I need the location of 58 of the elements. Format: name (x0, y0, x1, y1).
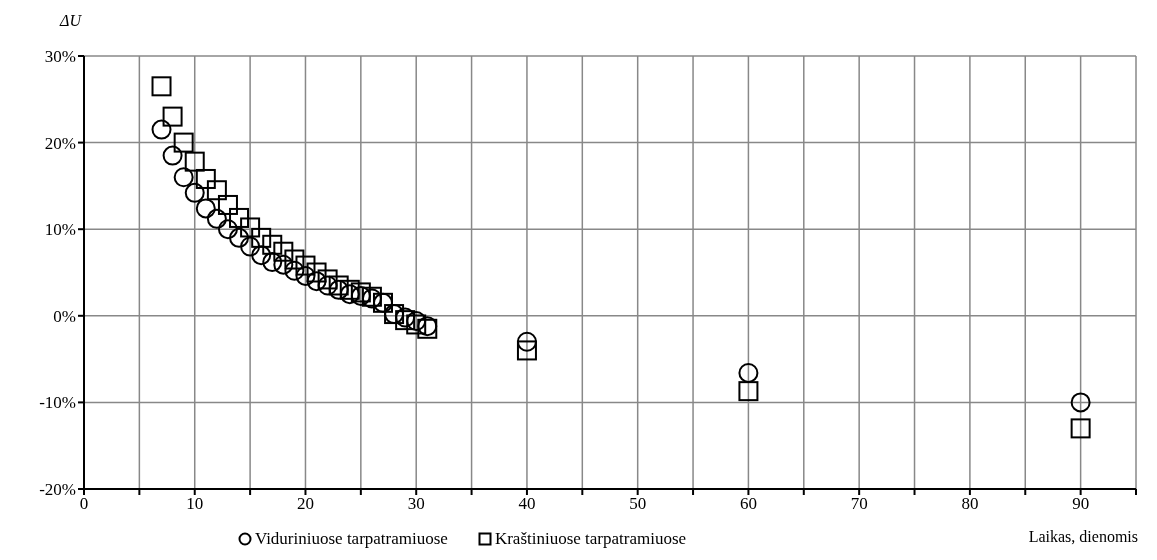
x-axis-title: Laikas, dienomis (1028, 528, 1138, 546)
x-tick-label: 40 (518, 494, 536, 514)
point (738, 381, 759, 402)
y-tick-label: 10% (44, 220, 76, 240)
point (151, 119, 172, 140)
point (284, 249, 305, 270)
point (162, 145, 183, 166)
point (240, 217, 261, 238)
y-tick-label: 30% (44, 47, 76, 67)
x-tick-label: 50 (629, 494, 647, 514)
point (217, 219, 238, 240)
point (295, 265, 316, 286)
point (206, 208, 227, 229)
point (151, 76, 172, 97)
point (516, 340, 537, 361)
point (206, 180, 227, 201)
point (229, 207, 250, 228)
y-tick-label: -10% (39, 393, 76, 413)
point (173, 167, 194, 188)
point (295, 255, 316, 276)
y-tick-label: 0% (53, 306, 76, 326)
point (262, 234, 283, 255)
point (195, 168, 216, 189)
point (317, 269, 338, 290)
point (173, 132, 194, 153)
point (229, 227, 250, 248)
point (251, 227, 272, 248)
x-tick-label: 70 (850, 494, 868, 514)
point (184, 151, 205, 172)
point (240, 236, 261, 257)
point (273, 241, 294, 262)
legend-label: Kraštiniuose tarpatramiuose (493, 529, 687, 549)
y-axis-title: ΔU (60, 12, 81, 30)
point (251, 245, 272, 266)
legend-label: Viduriniuose tarpatramiuose (253, 529, 448, 549)
y-tick-label: 20% (44, 133, 76, 153)
point (516, 331, 537, 352)
x-tick-label: 60 (739, 494, 757, 514)
x-tick-label: 10 (186, 494, 204, 514)
point (262, 252, 283, 273)
x-tick-label: 30 (407, 494, 425, 514)
point (162, 106, 183, 127)
point (184, 182, 205, 203)
point (195, 198, 216, 219)
point (1070, 418, 1091, 439)
y-tick-label: -20% (39, 480, 76, 500)
point (1070, 392, 1091, 413)
point (306, 262, 327, 283)
x-tick-label: 80 (961, 494, 979, 514)
x-tick-label: 90 (1072, 494, 1090, 514)
point (306, 271, 327, 292)
point (339, 279, 360, 300)
point (217, 194, 238, 215)
x-tick-label: 20 (296, 494, 314, 514)
x-tick-label: 0 (79, 494, 89, 514)
point (284, 260, 305, 281)
point (738, 362, 759, 383)
point (273, 254, 294, 275)
